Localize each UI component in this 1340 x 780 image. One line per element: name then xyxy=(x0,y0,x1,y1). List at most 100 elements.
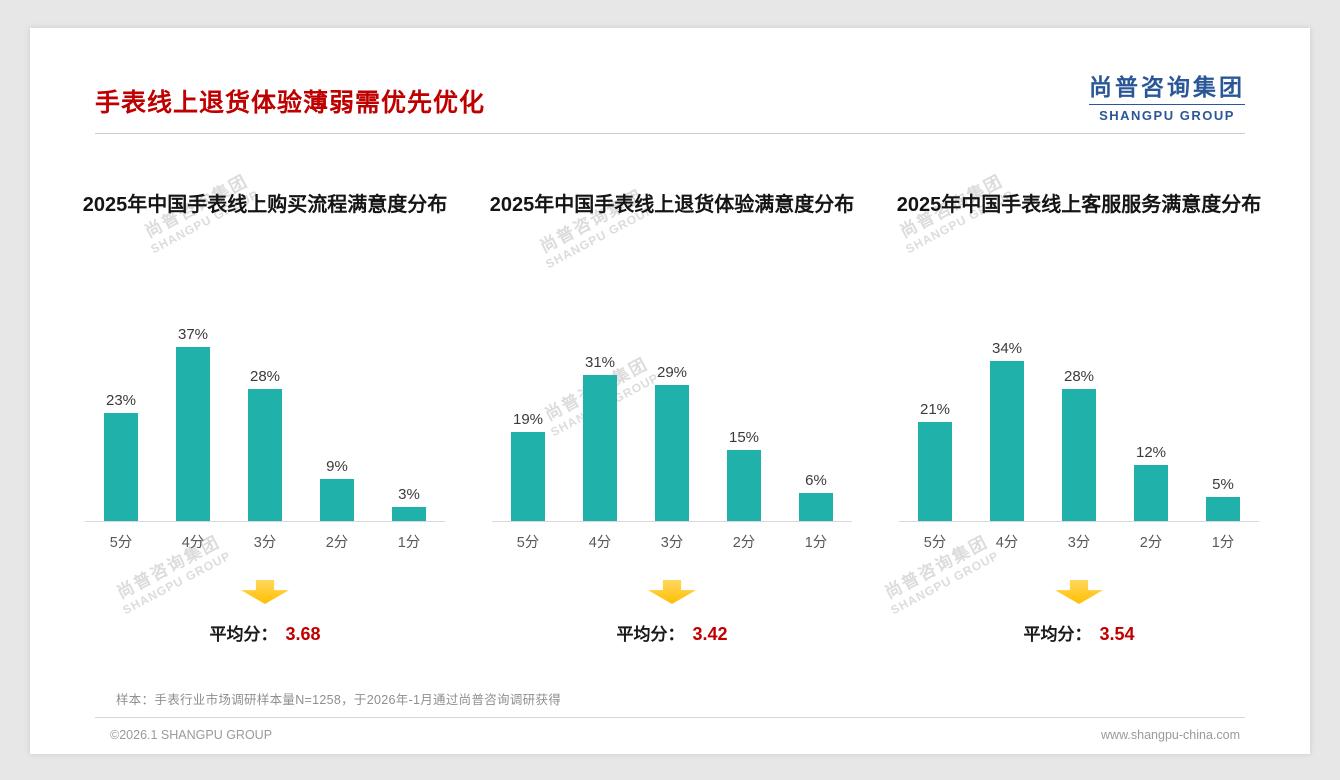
average-value: 3.54 xyxy=(1099,624,1135,644)
chart-title: 2025年中国手表线上退货体验满意度分布 xyxy=(489,194,855,216)
x-axis-label: 1分 xyxy=(397,535,421,551)
slide: 尚普咨询集团 SHANGPU GROUP 尚普咨询集团 SHANGPU GROU… xyxy=(30,28,1310,754)
average-value: 3.68 xyxy=(285,624,321,644)
bar-group: 34% xyxy=(971,322,1043,521)
bar xyxy=(248,389,282,521)
bar-value-label: 37% xyxy=(177,326,209,343)
bar-value-label: 29% xyxy=(656,364,688,381)
bar-group: 37% xyxy=(157,322,229,521)
bar-value-label: 19% xyxy=(512,411,544,428)
chart-title: 2025年中国手表线上客服服务满意度分布 xyxy=(896,194,1262,216)
x-axis-label: 4分 xyxy=(995,535,1019,551)
average-label: 平均分： xyxy=(616,625,685,644)
bar-group: 28% xyxy=(229,322,301,521)
bar-group: 3% xyxy=(373,322,445,521)
bars-area: 23% 37% 28% 9% 3% xyxy=(85,322,445,522)
x-axis-label: 5分 xyxy=(923,535,947,551)
x-axis-label: 5分 xyxy=(109,535,133,551)
bars-area: 21% 34% 28% 12% 5% xyxy=(899,322,1259,522)
down-arrow-icon xyxy=(1055,580,1103,604)
copyright: ©2026.1 SHANGPU GROUP xyxy=(110,728,273,742)
bar-value-label: 28% xyxy=(1063,368,1095,385)
bar-value-label: 28% xyxy=(249,368,281,385)
average-label: 平均分： xyxy=(1023,625,1092,644)
chart-title: 2025年中国手表线上购买流程满意度分布 xyxy=(82,194,448,216)
bar-group: 31% xyxy=(564,322,636,521)
arrow-row xyxy=(876,580,1282,604)
bar-group: 19% xyxy=(492,322,564,521)
x-axis-label: 2分 xyxy=(732,535,756,551)
bar xyxy=(727,450,761,521)
bar xyxy=(511,432,545,521)
x-axis-label: 4分 xyxy=(181,535,205,551)
bar xyxy=(392,507,426,521)
bar xyxy=(583,375,617,521)
x-axis-label: 1分 xyxy=(804,535,828,551)
page-title: 手表线上退货体验薄弱需优先优化 xyxy=(95,89,486,117)
x-axis-label: 3分 xyxy=(1067,535,1091,551)
bar xyxy=(918,422,952,521)
bar-chart: 21% 34% 28% 12% 5% 5分 4分 3分 2分 1分 xyxy=(876,322,1282,552)
bar-value-label: 6% xyxy=(805,472,827,489)
bar xyxy=(1206,497,1240,521)
bar xyxy=(1134,465,1168,521)
average-score: 平均分： 3.54 xyxy=(876,620,1282,645)
bar-group: 28% xyxy=(1043,322,1115,521)
logo-cn: 尚普咨询集团 xyxy=(1089,74,1245,100)
x-axis-labels: 5分 4分 3分 2分 1分 xyxy=(85,522,445,552)
average-score: 平均分： 3.42 xyxy=(469,620,875,645)
bar-value-label: 3% xyxy=(398,486,420,503)
x-axis-label: 2分 xyxy=(1139,535,1163,551)
logo-en: SHANGPU GROUP xyxy=(1089,104,1245,123)
bar-chart: 19% 31% 29% 15% 6% 5分 4分 3分 2分 1分 xyxy=(469,322,875,552)
footer-divider xyxy=(95,717,1245,718)
chart-customer-service-satisfaction: 2025年中国手表线上客服服务满意度分布 21% 34% 28% 12% 5% 5分 4分… xyxy=(876,192,1282,645)
arrow-row xyxy=(469,580,875,604)
x-axis-labels: 5分 4分 3分 2分 1分 xyxy=(492,522,852,552)
x-axis-label: 4分 xyxy=(588,535,612,551)
bar xyxy=(990,361,1024,521)
down-arrow-icon xyxy=(241,580,289,604)
sample-footnote: 样本：手表行业市场调研样本量N=1258，于2026年-1月通过尚普咨询调研获得 xyxy=(116,693,562,707)
x-axis-label: 5分 xyxy=(516,535,540,551)
title-divider xyxy=(95,133,1245,134)
bar-value-label: 15% xyxy=(728,429,760,446)
x-axis-label: 3分 xyxy=(660,535,684,551)
bar-value-label: 34% xyxy=(991,340,1023,357)
average-score: 平均分： 3.68 xyxy=(62,620,468,645)
arrow-row xyxy=(62,580,468,604)
bar xyxy=(1062,389,1096,521)
bar xyxy=(176,347,210,521)
bar-group: 23% xyxy=(85,322,157,521)
x-axis-label: 1分 xyxy=(1211,535,1235,551)
x-axis-labels: 5分 4分 3分 2分 1分 xyxy=(899,522,1259,552)
bar-value-label: 5% xyxy=(1212,476,1234,493)
bar xyxy=(655,385,689,521)
bar-value-label: 23% xyxy=(105,392,137,409)
header: 手表线上退货体验薄弱需优先优化 尚普咨询集团 SHANGPU GROUP xyxy=(30,28,1310,133)
bar-group: 21% xyxy=(899,322,971,521)
average-label: 平均分： xyxy=(209,625,278,644)
bar-value-label: 12% xyxy=(1135,444,1167,461)
bar-group: 5% xyxy=(1187,322,1259,521)
website-url: www.shangpu-china.com xyxy=(1101,728,1240,742)
bar-group: 29% xyxy=(636,322,708,521)
bar xyxy=(799,493,833,521)
x-axis-label: 3分 xyxy=(253,535,277,551)
chart-purchase-flow-satisfaction: 2025年中国手表线上购买流程满意度分布 23% 37% 28% 9% 3% 5分 4分 3… xyxy=(62,192,468,645)
bar-group: 12% xyxy=(1115,322,1187,521)
bar-group: 6% xyxy=(780,322,852,521)
bar-chart: 23% 37% 28% 9% 3% 5分 4分 3分 2分 1分 xyxy=(62,322,468,552)
company-logo: 尚普咨询集团 SHANGPU GROUP xyxy=(1089,68,1245,133)
chart-return-experience-satisfaction: 2025年中国手表线上退货体验满意度分布 19% 31% 29% 15% 6% 5分 4分… xyxy=(469,192,875,645)
x-axis-label: 2分 xyxy=(325,535,349,551)
bar-group: 15% xyxy=(708,322,780,521)
bars-area: 19% 31% 29% 15% 6% xyxy=(492,322,852,522)
bar-value-label: 9% xyxy=(326,458,348,475)
bar-value-label: 31% xyxy=(584,354,616,371)
bar-value-label: 21% xyxy=(919,401,951,418)
bar xyxy=(320,479,354,521)
bar-group: 9% xyxy=(301,322,373,521)
charts-row: 2025年中国手表线上购买流程满意度分布 23% 37% 28% 9% 3% 5分 4分 3… xyxy=(30,134,1310,645)
down-arrow-icon xyxy=(648,580,696,604)
